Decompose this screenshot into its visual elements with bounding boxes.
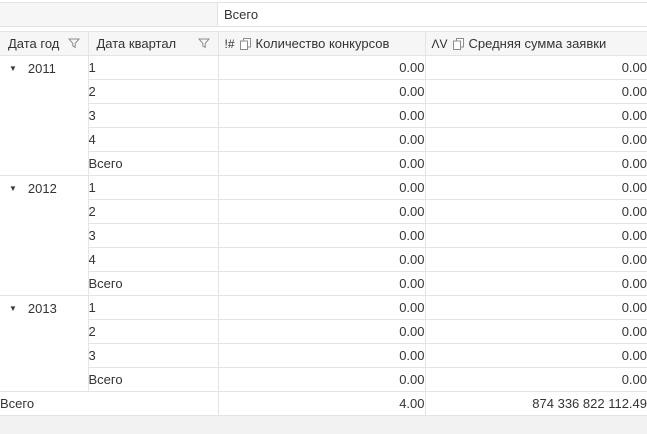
- field-header-quarter-label: Дата квартал: [96, 36, 177, 51]
- collapse-icon[interactable]: ▼: [9, 63, 17, 73]
- count-value-cell: 0.00: [217, 247, 426, 272]
- count-value-cell: 0.00: [217, 319, 426, 344]
- quarter-cell[interactable]: 4: [88, 247, 219, 272]
- table-row: ▼ 2011 1 0.00 0.00: [0, 55, 647, 176]
- count-value-cell: 0.00: [217, 151, 426, 176]
- bottom-strip: [0, 416, 647, 434]
- avg-value-cell: 0.00: [424, 343, 647, 368]
- count-value-cell: 0.00: [217, 103, 426, 128]
- filter-icon[interactable]: [67, 38, 80, 49]
- measure-average-label: Средняя сумма заявки: [468, 36, 607, 51]
- measure-header-average[interactable]: ΛV Средняя сумма заявки: [424, 31, 647, 56]
- table-row: 3 0.00 0.00: [0, 343, 647, 368]
- table-row: 4 0.00 0.00: [0, 127, 647, 152]
- grand-total-label-cell[interactable]: Всего: [0, 391, 219, 416]
- quarter-cell[interactable]: 3: [88, 223, 219, 248]
- table-row: 2 0.00 0.00: [0, 79, 647, 104]
- count-value-cell: 0.00: [217, 367, 426, 392]
- avg-value-cell: 0.00: [424, 271, 647, 296]
- measure-count-label: Количество конкурсов: [255, 36, 390, 51]
- group-subtotal-cell[interactable]: Всего: [88, 151, 219, 176]
- field-header-row: Дата год Дата квартал !# Количество конк…: [0, 31, 647, 56]
- count-value-cell: 0.00: [217, 199, 426, 224]
- quarter-cell[interactable]: 1: [87, 175, 219, 200]
- avg-value-cell: 0.00: [424, 151, 647, 176]
- count-value-cell: 0.00: [217, 79, 426, 104]
- count-value-cell: 0.00: [217, 223, 426, 248]
- copy-icon: [452, 37, 464, 50]
- table-row: Всего 0.00 0.00: [0, 367, 647, 392]
- avg-value-cell: 0.00: [424, 319, 647, 344]
- quarter-cell[interactable]: 2: [88, 319, 219, 344]
- avg-value-cell: 0.00: [424, 247, 647, 272]
- column-total-header[interactable]: Всего: [218, 3, 647, 26]
- quarter-cell[interactable]: 2: [88, 79, 219, 104]
- count-value-cell: 0.00: [217, 295, 426, 320]
- group-subtotal-cell[interactable]: Всего: [88, 367, 219, 392]
- grand-total-avg-cell: 874 336 822 112.49: [424, 391, 647, 416]
- quarter-cell[interactable]: 4: [88, 127, 219, 152]
- group-subtotal-cell[interactable]: Всего: [88, 271, 219, 296]
- avg-value-cell: 0.00: [424, 223, 647, 248]
- quarter-cell[interactable]: 1: [87, 55, 219, 80]
- quarter-cell[interactable]: 3: [88, 343, 219, 368]
- table-row: 3 0.00 0.00: [0, 103, 647, 128]
- grand-total-row: Всего 4.00 874 336 822 112.49: [0, 391, 647, 416]
- table-row: 3 0.00 0.00: [0, 223, 647, 248]
- count-value-cell: 0.00: [217, 271, 426, 296]
- year-label: 2012: [27, 181, 57, 196]
- avg-value-cell: 0.00: [424, 295, 647, 320]
- avg-value-cell: 0.00: [424, 199, 647, 224]
- table-row: Всего 0.00 0.00: [0, 151, 647, 176]
- row-group-year-2011[interactable]: ▼ 2011: [0, 55, 89, 176]
- count-value-cell: 0.00: [217, 127, 426, 152]
- field-header-quarter[interactable]: Дата квартал: [87, 31, 219, 56]
- collapse-icon[interactable]: ▼: [9, 183, 17, 193]
- pivot-table: Дата год Дата квартал !# Количество конк…: [0, 31, 647, 416]
- count-value-cell: 0.00: [217, 343, 426, 368]
- avg-value-cell: 0.00: [424, 55, 647, 80]
- year-label: 2011: [27, 61, 56, 76]
- average-icon: ΛV: [431, 36, 448, 51]
- table-row: 2 0.00 0.00: [0, 319, 647, 344]
- table-row: Всего 0.00 0.00: [0, 271, 647, 296]
- quarter-cell[interactable]: 1: [87, 295, 219, 320]
- table-row: 2 0.00 0.00: [0, 199, 647, 224]
- avg-value-cell: 0.00: [424, 103, 647, 128]
- avg-value-cell: 0.00: [424, 127, 647, 152]
- column-area-corner: [0, 3, 218, 26]
- row-group-year-2012[interactable]: ▼ 2012: [0, 175, 89, 296]
- count-icon: !#: [224, 36, 235, 51]
- grand-total-count-cell: 4.00: [217, 391, 426, 416]
- year-label: 2013: [27, 301, 57, 316]
- avg-value-cell: 0.00: [424, 367, 647, 392]
- field-header-year-label: Дата год: [8, 36, 60, 51]
- table-row: ▼ 2012 1 0.00 0.00: [0, 175, 647, 296]
- collapse-icon[interactable]: ▼: [9, 303, 17, 313]
- quarter-cell[interactable]: 3: [88, 103, 219, 128]
- count-value-cell: 0.00: [217, 55, 426, 80]
- field-header-year[interactable]: Дата год: [0, 31, 89, 56]
- table-row: 4 0.00 0.00: [0, 247, 647, 272]
- row-group-year-2013[interactable]: ▼ 2013: [0, 295, 89, 392]
- column-area-header-row: Всего: [0, 2, 647, 27]
- quarter-cell[interactable]: 2: [88, 199, 219, 224]
- measure-header-count[interactable]: !# Количество конкурсов: [217, 31, 426, 56]
- count-value-cell: 0.00: [217, 175, 426, 200]
- table-row: ▼ 2013 1 0.00 0.00: [0, 295, 647, 392]
- filter-icon[interactable]: [197, 38, 210, 49]
- avg-value-cell: 0.00: [424, 79, 647, 104]
- copy-icon: [239, 37, 251, 50]
- avg-value-cell: 0.00: [424, 175, 647, 200]
